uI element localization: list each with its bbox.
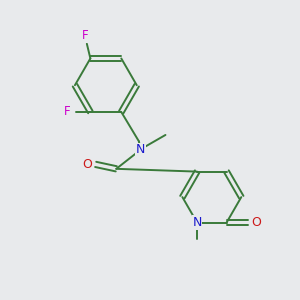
Text: N: N: [136, 143, 145, 156]
Text: O: O: [252, 216, 262, 229]
Text: F: F: [82, 29, 89, 42]
Text: O: O: [82, 158, 92, 171]
Text: F: F: [64, 106, 71, 118]
Text: N: N: [192, 216, 202, 229]
